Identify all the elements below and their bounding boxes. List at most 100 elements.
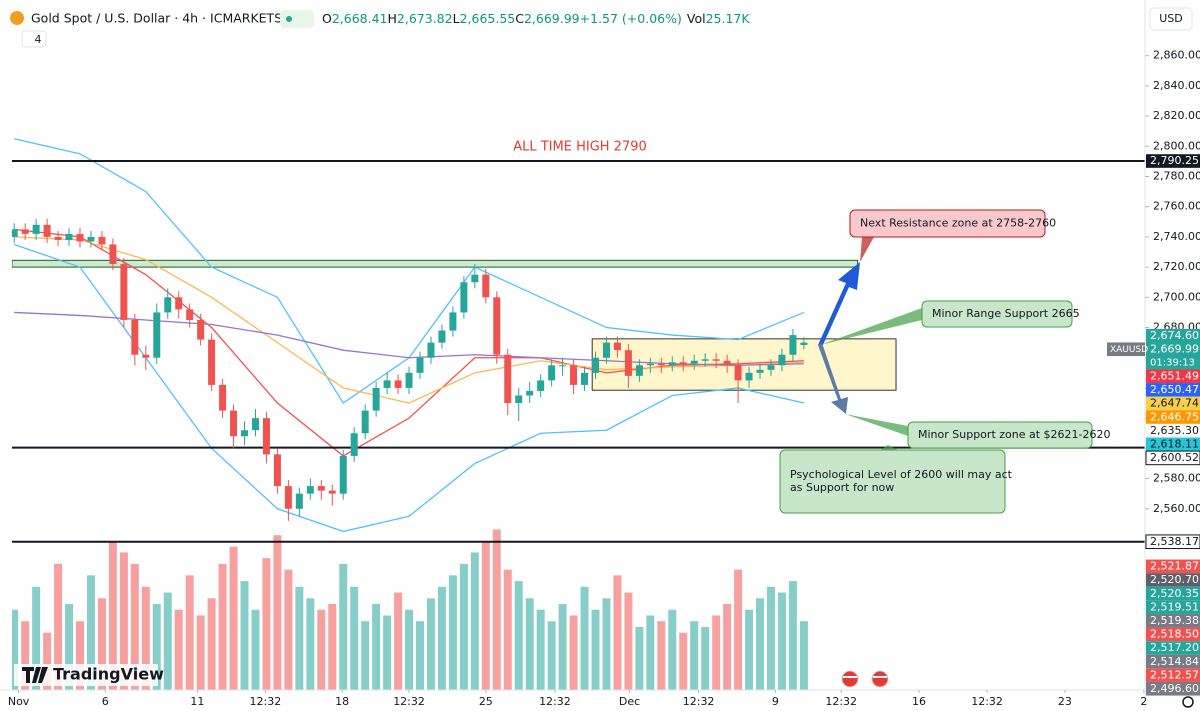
logo: TradingView	[14, 664, 164, 686]
candle-body	[98, 236, 106, 245]
candle-body	[21, 229, 29, 234]
candle-body	[306, 486, 314, 494]
volume-bar	[306, 598, 315, 690]
currency-button[interactable]	[1149, 7, 1193, 31]
event-flag	[843, 676, 857, 678]
callout-pointer	[820, 308, 922, 345]
zone	[12, 259, 859, 268]
candle-body	[449, 312, 457, 331]
candle-body	[197, 319, 205, 340]
volume-value: 25.17K	[706, 11, 751, 26]
candle-body	[789, 335, 797, 355]
settings[interactable]	[1182, 696, 1194, 708]
ohlc-key: C	[515, 11, 524, 26]
volume-bar	[284, 569, 293, 690]
callout-text: Next Resistance zone at 2758-2760	[860, 217, 1056, 230]
price-tag	[1146, 600, 1200, 614]
status-dot	[286, 16, 292, 22]
candle-body	[361, 410, 369, 434]
callout-pointer	[845, 414, 908, 436]
candle-body	[800, 342, 808, 346]
y-tick-label: 2,720.00	[1153, 260, 1200, 273]
candle-body	[142, 354, 150, 358]
candle-body	[153, 312, 161, 358]
x-tick-label: 11	[190, 695, 204, 708]
event-flag[interactable]	[871, 670, 889, 688]
candle-body	[438, 330, 446, 343]
y-tick-label: 2,800.00	[1153, 139, 1200, 152]
volume-bar	[766, 586, 775, 690]
candle-body	[504, 354, 512, 404]
candle-body	[262, 418, 270, 455]
volume-bar	[295, 586, 304, 690]
candle-body	[339, 455, 347, 494]
candle-body	[54, 236, 62, 240]
price-tag-label: 2,519.51	[1150, 600, 1199, 613]
candle-body	[734, 365, 742, 381]
volume-bar	[97, 598, 106, 690]
volume-bar	[657, 621, 666, 690]
price-tag	[1145, 534, 1200, 550]
volume-bar	[416, 621, 425, 690]
x-tick-label: 9	[772, 695, 779, 708]
price-tag-label: 2,790.25	[1150, 154, 1199, 167]
candle-body	[635, 365, 643, 376]
price-tag	[1146, 573, 1200, 587]
candle-body	[328, 490, 336, 494]
symbol-title: Gold Spot / U.S. Dollar · 4h · ICMARKETS	[31, 11, 282, 26]
price-tag	[1146, 396, 1200, 411]
volume-bar	[756, 598, 765, 690]
volume-bar	[54, 563, 63, 690]
price-tag-label: 2,669.99	[1150, 342, 1199, 355]
event-flag[interactable]	[841, 670, 859, 688]
volume-bar	[65, 604, 74, 690]
arrow-down	[818, 343, 848, 414]
price-tag-label: 2,635.30	[1150, 424, 1199, 437]
candle-body	[460, 282, 468, 313]
callout	[907, 421, 1093, 449]
volume-bar	[251, 609, 260, 690]
callout-text: as Support for now	[790, 481, 894, 494]
volume-bar	[218, 563, 227, 690]
y-tick-label: 2,840.00	[1153, 79, 1200, 92]
price-tag	[1146, 369, 1200, 384]
candle-body	[701, 359, 709, 361]
volume-bar	[339, 563, 348, 690]
volume-bar	[701, 626, 710, 690]
volume-bar	[503, 569, 512, 690]
price-tag-label: 2,512.57	[1150, 668, 1199, 681]
price-tag	[1146, 586, 1200, 601]
status-pill[interactable]	[280, 10, 314, 28]
volume-bar	[262, 558, 271, 690]
price-tag	[1146, 627, 1200, 642]
symbol-icon	[10, 11, 24, 25]
settings-icon[interactable]	[1182, 696, 1194, 708]
candle-body	[745, 372, 753, 381]
y-tick-label: 2,580.00	[1153, 472, 1200, 485]
annotations: ALL TIME HIGH 2790 Next Resistance zone a…	[513, 140, 1111, 688]
ohlc: O2,668.41H2,673.82L2,665.55C2,669.99+1.5…	[322, 11, 750, 26]
volume-bar	[240, 581, 249, 690]
price-tag	[1146, 154, 1200, 168]
logo-bg	[14, 664, 158, 686]
price-tag-label: 2,521.87	[1150, 560, 1199, 573]
countdown: 01:39:13	[1150, 357, 1195, 368]
volume-bar	[448, 575, 457, 690]
volume-bar	[163, 592, 172, 690]
candle-body	[241, 430, 249, 437]
volume-bar	[679, 632, 688, 690]
candle-body	[164, 297, 172, 313]
volume-bar	[569, 615, 578, 690]
candle-body	[559, 365, 567, 367]
volume-bar	[481, 540, 490, 690]
candle-body	[350, 433, 358, 456]
volume-bar	[613, 575, 622, 690]
indicator-toggle[interactable]	[21, 30, 47, 48]
candle-body	[219, 384, 227, 411]
candle-body	[646, 363, 654, 366]
volume-bar	[196, 615, 205, 690]
volume-bar	[273, 535, 282, 690]
volume-bar	[799, 621, 808, 690]
volume-bar	[734, 569, 743, 690]
y-tick-label: 2,820.00	[1153, 109, 1200, 122]
